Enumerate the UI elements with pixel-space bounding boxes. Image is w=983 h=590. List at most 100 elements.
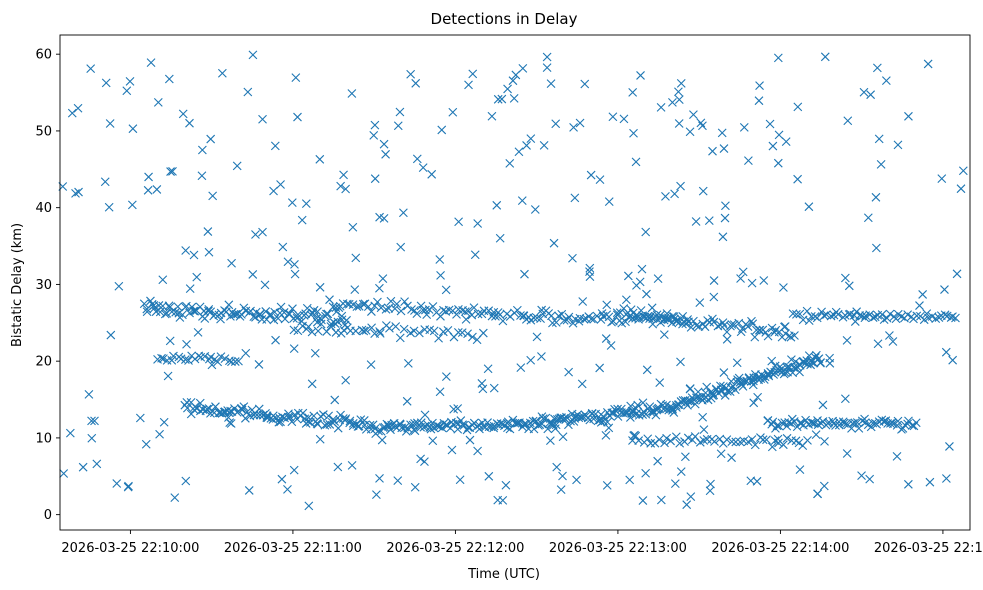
detection-point xyxy=(326,319,336,329)
detection-point xyxy=(400,297,409,307)
detection-point xyxy=(601,431,611,440)
detection-point xyxy=(638,398,648,408)
detection-point xyxy=(629,431,639,441)
detection-point xyxy=(561,415,571,424)
detection-point xyxy=(755,325,765,335)
detection-point xyxy=(727,453,736,463)
detection-point xyxy=(483,364,493,374)
detection-point xyxy=(206,134,216,144)
detection-point xyxy=(872,63,882,73)
detection-point xyxy=(230,357,240,366)
detection-point xyxy=(569,123,578,132)
detection-point xyxy=(602,300,612,310)
detection-point xyxy=(717,128,727,138)
detection-point xyxy=(904,111,913,121)
detection-point xyxy=(637,264,647,274)
detection-point xyxy=(727,437,737,447)
detection-point xyxy=(602,480,612,490)
detection-point xyxy=(315,154,325,164)
detection-point xyxy=(269,186,278,196)
detection-point xyxy=(455,475,465,485)
detection-point xyxy=(680,452,690,462)
detection-point xyxy=(840,273,850,283)
detection-point xyxy=(195,398,205,408)
detection-point xyxy=(675,438,685,448)
detection-point xyxy=(135,413,145,423)
detection-point xyxy=(255,410,265,420)
detection-point xyxy=(370,120,380,130)
detection-point xyxy=(390,304,400,314)
detection-point xyxy=(790,331,799,340)
detection-point xyxy=(781,137,791,146)
detection-point xyxy=(100,177,110,187)
detection-point xyxy=(575,118,585,128)
detection-point xyxy=(473,309,483,319)
detection-point xyxy=(568,253,577,263)
detection-point xyxy=(283,412,293,422)
detection-point xyxy=(580,79,590,89)
detection-point xyxy=(759,276,769,285)
plot-frame xyxy=(59,34,971,531)
x-axis-ticks: 2026-03-25 22:10:00 2026-03-25 22:11:00 20… xyxy=(61,530,983,556)
detection-point xyxy=(820,52,830,62)
detection-point xyxy=(653,456,663,466)
detection-point xyxy=(185,118,194,128)
detection-point xyxy=(230,404,239,413)
detection-point xyxy=(84,390,94,399)
detection-point xyxy=(475,424,484,434)
detection-point xyxy=(641,468,651,478)
detection-point xyxy=(105,119,115,128)
detection-point xyxy=(791,357,800,367)
detection-point xyxy=(468,332,477,342)
detection-point xyxy=(763,331,773,341)
detection-point xyxy=(547,418,557,428)
detection-point xyxy=(309,411,319,421)
detection-point xyxy=(675,317,685,327)
detection-point xyxy=(698,186,708,196)
detection-point xyxy=(127,200,137,210)
detection-point xyxy=(399,324,409,334)
detection-point xyxy=(478,384,488,394)
detection-point xyxy=(182,339,191,349)
detection-point xyxy=(67,108,77,118)
y-axis-label: Bistatic Delay (km) xyxy=(10,223,25,347)
detection-point xyxy=(860,313,870,323)
detection-point xyxy=(377,435,387,445)
detection-point xyxy=(290,269,300,279)
detection-point xyxy=(165,302,175,312)
detection-point xyxy=(239,402,249,411)
detection-point xyxy=(532,313,542,323)
detection-point xyxy=(577,379,587,389)
detection-point xyxy=(241,348,251,358)
detection-point xyxy=(428,418,437,428)
detection-point xyxy=(674,87,683,97)
detection-point xyxy=(302,324,311,334)
detection-point xyxy=(124,481,133,491)
detection-point xyxy=(366,360,376,369)
detection-point xyxy=(918,290,928,299)
detection-point xyxy=(509,94,519,103)
detection-point xyxy=(948,355,958,365)
detection-point xyxy=(638,496,648,505)
detection-point xyxy=(625,475,635,485)
detection-point xyxy=(171,307,181,317)
detection-point xyxy=(801,415,810,425)
detection-point xyxy=(339,170,348,180)
detection-point xyxy=(911,418,921,428)
detection-point xyxy=(341,184,351,194)
detection-point xyxy=(573,410,582,420)
detection-point xyxy=(162,309,172,318)
detection-point xyxy=(426,424,436,434)
detection-point xyxy=(885,331,894,340)
detection-point xyxy=(636,306,646,315)
detection-point xyxy=(227,357,236,367)
detection-point xyxy=(492,200,502,210)
detection-point xyxy=(754,96,764,106)
detection-point xyxy=(385,323,394,333)
detection-point xyxy=(558,432,568,442)
detection-point xyxy=(710,437,719,446)
detection-point xyxy=(604,197,614,206)
detection-point xyxy=(731,437,741,447)
detection-point xyxy=(217,68,227,78)
detection-point xyxy=(152,185,162,194)
